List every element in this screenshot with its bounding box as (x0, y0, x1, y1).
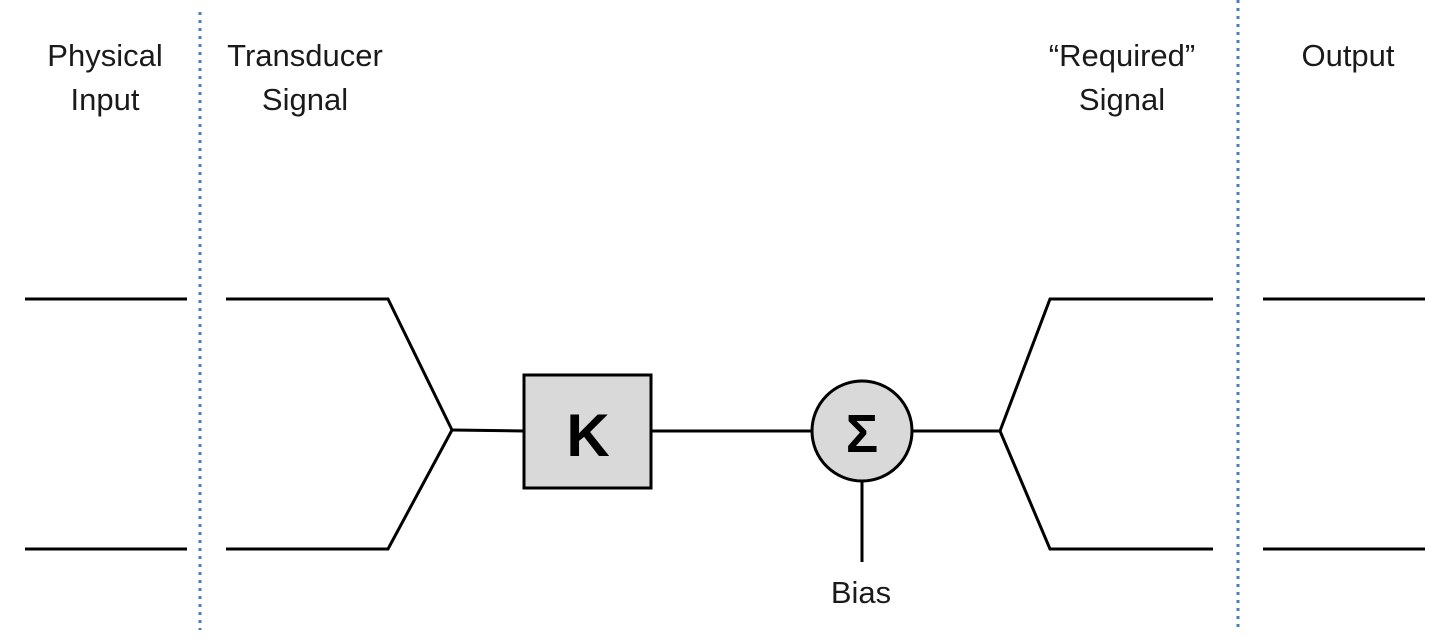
transducer-upper-line (226, 297, 454, 431)
label-required-signal: “Required” Signal (1022, 34, 1222, 122)
label-physical-input: Physical Input (15, 34, 195, 122)
gain-block (522, 373, 653, 490)
required-upper-line (998, 297, 1213, 432)
required-lower-line (998, 430, 1213, 551)
label-transducer-signal: Transducer Signal (205, 34, 405, 122)
summing-junction-symbol: Σ (846, 404, 878, 464)
label-transducer-signal-line2: Signal (261, 82, 349, 117)
label-physical-input-line1: Physical (47, 38, 163, 73)
label-required-signal-line2: Signal (1078, 82, 1166, 117)
transducer-lower-line (226, 429, 454, 551)
gain-block-symbol: K (566, 402, 609, 469)
label-output: Output (1258, 34, 1438, 78)
bias-label: Bias (831, 575, 891, 610)
label-physical-input-line2: Input (70, 82, 140, 117)
transducer-to-gain-line (451, 428, 525, 433)
label-output-line1: Output (1301, 38, 1395, 73)
label-required-signal-line1: “Required” (1048, 38, 1196, 73)
label-transducer-signal-line1: Transducer (227, 38, 383, 73)
